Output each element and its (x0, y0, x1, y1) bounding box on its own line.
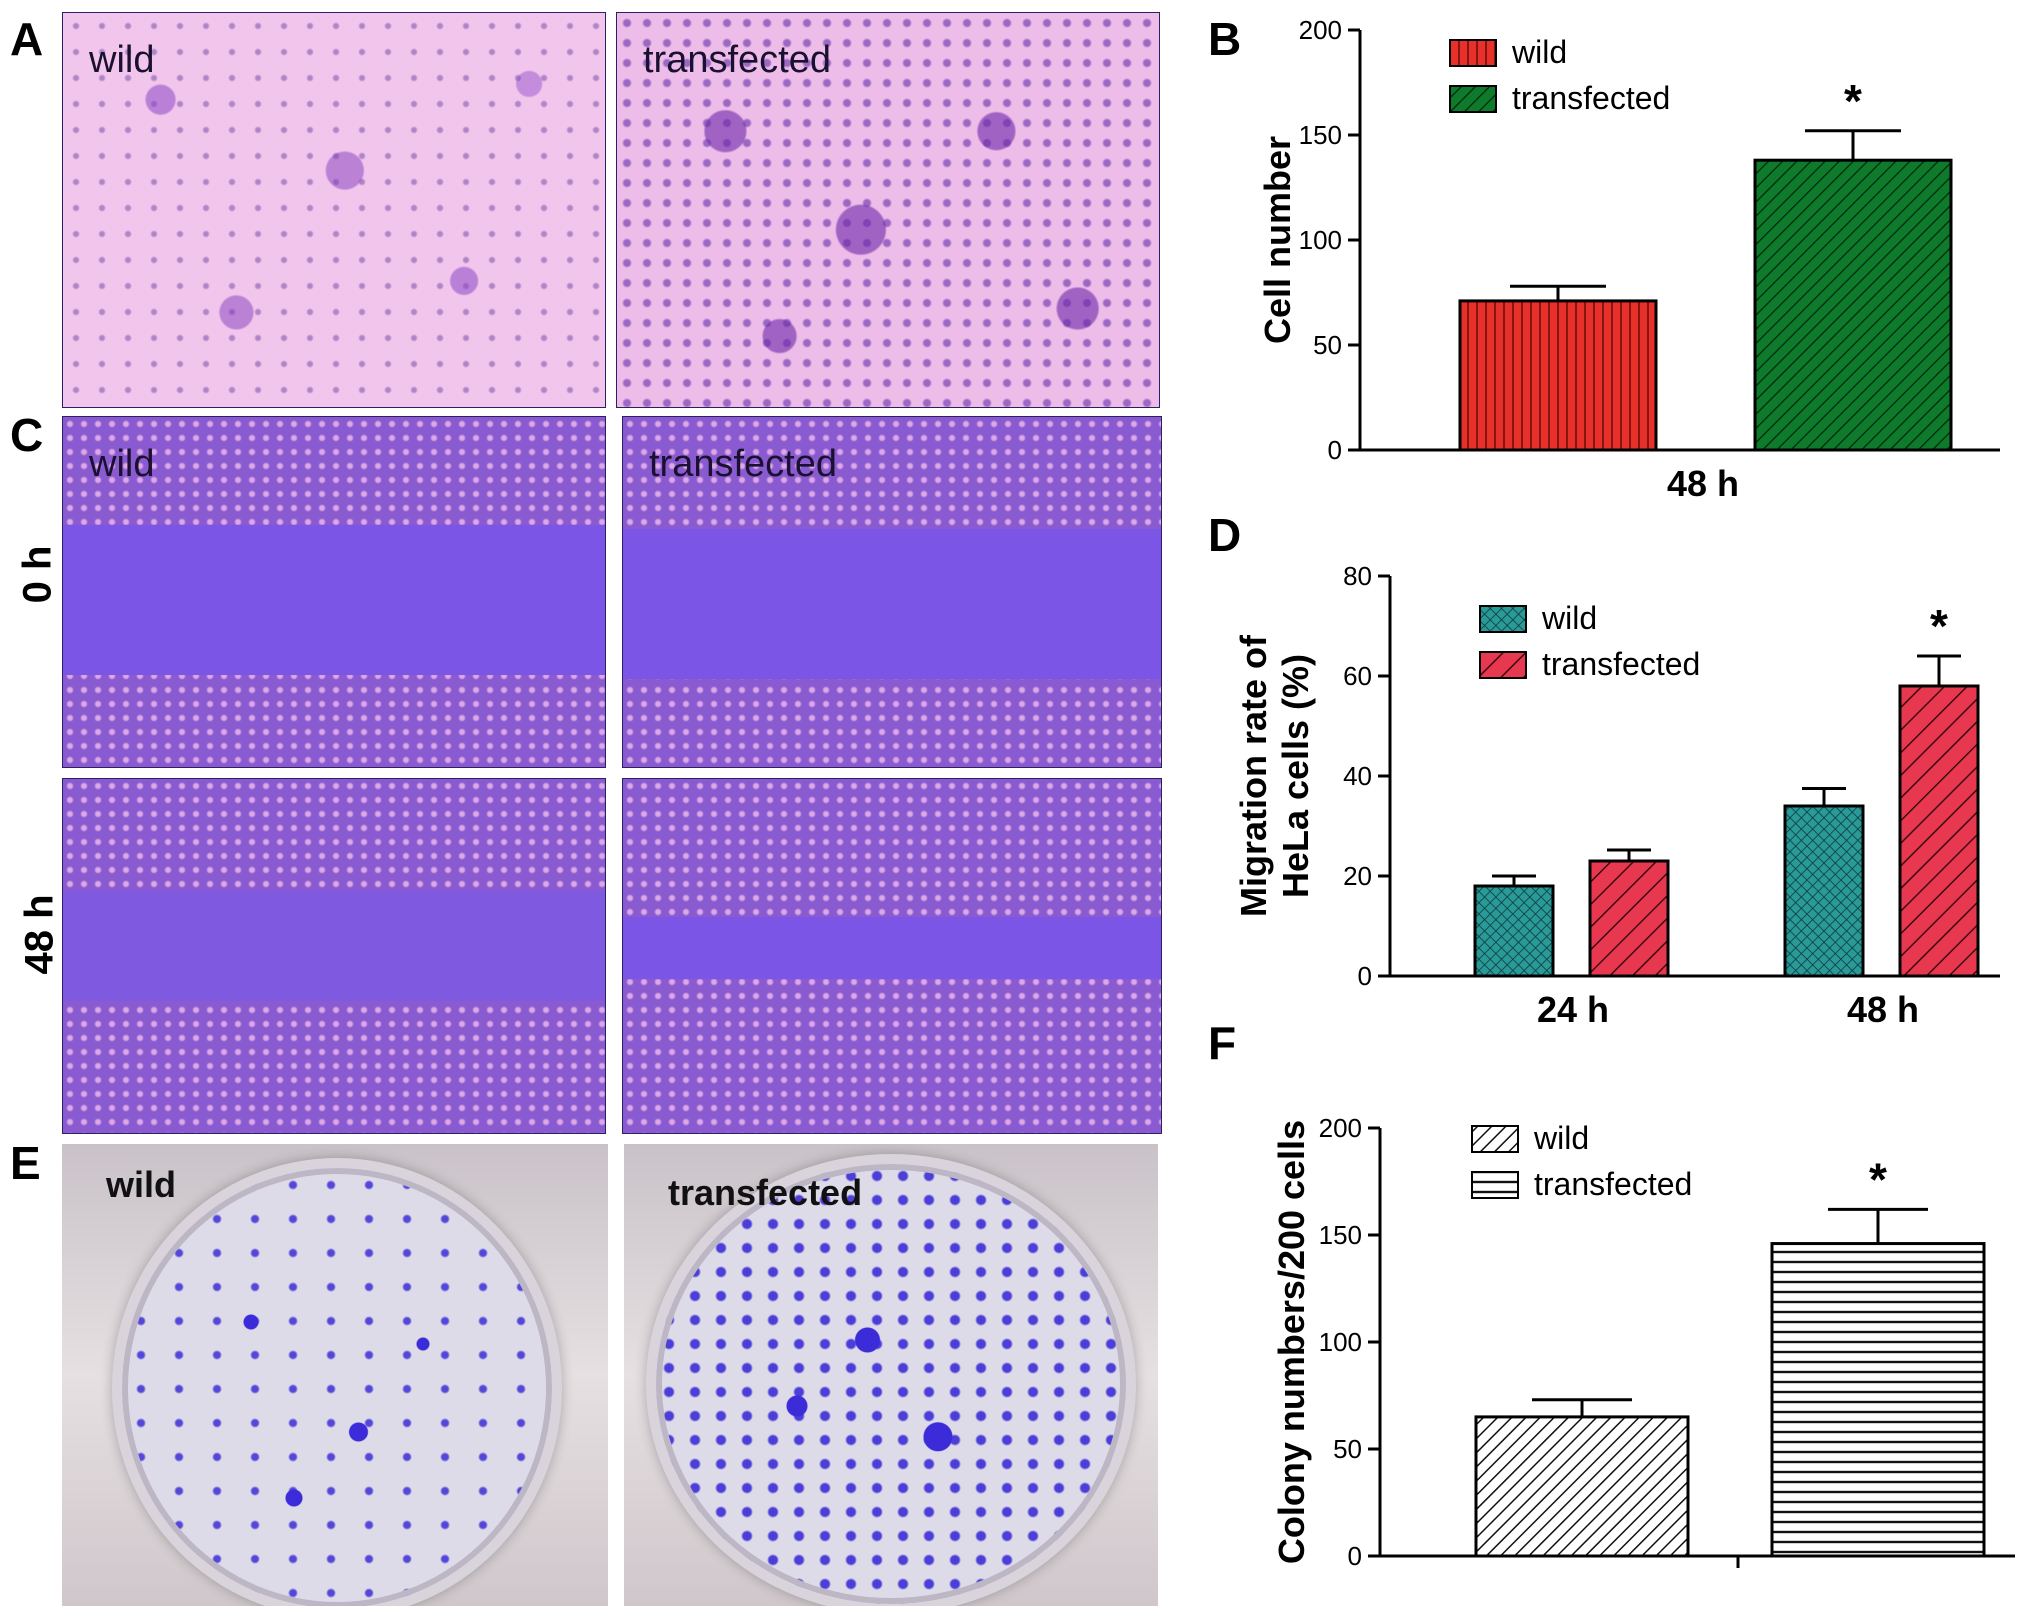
panel-letter-f: F (1208, 1017, 1237, 1069)
category-label: 48 h (1847, 989, 1919, 1030)
y-tick-label: 0 (1348, 1541, 1362, 1571)
y-tick-label: 0 (1358, 961, 1372, 991)
wound-photo-transfected-0h: transfected (622, 416, 1162, 768)
y-tick-label: 100 (1319, 1327, 1362, 1357)
panel-letter-d: D (1208, 509, 1242, 561)
significance-mark: * (1869, 1153, 1887, 1205)
wound-photo-transfected-48h (622, 778, 1162, 1134)
y-tick-label: 20 (1343, 861, 1372, 891)
legend-label: transfected (1534, 1166, 1692, 1202)
panel-letter-a: A (10, 13, 44, 65)
plate-label: wild (106, 1164, 176, 1205)
photo-label: transfected (649, 443, 837, 485)
significance-mark: * (1844, 75, 1862, 127)
y-tick-label: 150 (1319, 1220, 1362, 1250)
y-tick-label: 50 (1333, 1434, 1362, 1464)
bar (1474, 1415, 1690, 1558)
row-label-0h: 0 h (15, 545, 60, 604)
legend-swatch (1449, 85, 1497, 113)
wound-gap (63, 891, 605, 1001)
category-label: 48 h (1667, 463, 1739, 504)
wound-gap (63, 525, 605, 675)
significance-mark: * (1930, 600, 1948, 652)
legend-label: transfected (1542, 646, 1700, 682)
wound-gap (623, 529, 1161, 679)
photo-label: wild (89, 39, 155, 81)
y-tick-label: 0 (1328, 435, 1342, 465)
legend-label: wild (1511, 34, 1567, 70)
y-tick-label: 200 (1299, 15, 1342, 45)
invasion-photo-transfected: transfected (616, 12, 1160, 408)
y-tick-label: 60 (1343, 661, 1372, 691)
panel-letter-b: B (1208, 13, 1242, 65)
y-tick-label: 80 (1343, 561, 1372, 591)
y-axis-label: Cell number (1257, 136, 1298, 344)
colony-plate-wild: wild (62, 1144, 608, 1606)
bar (1770, 1242, 1986, 1558)
wound-photo-wild-48h (62, 778, 606, 1134)
category-label: 24 h (1537, 989, 1609, 1030)
chart-b: 0 50 100 150 200 Cell number * 48 h wild transfec… (1257, 15, 2000, 504)
chart-d: 0 20 40 60 80 Migration rate of HeLa cells (%)… (1233, 561, 2000, 1030)
bar (1588, 859, 1670, 978)
y-tick-label: 50 (1313, 330, 1342, 360)
legend-label: wild (1533, 1120, 1589, 1156)
colony-plate-transfected: transfected (624, 1144, 1158, 1606)
row-label-48h: 48 h (17, 894, 62, 975)
y-axis-label: Migration rate of (1233, 634, 1274, 917)
wound-gap (623, 917, 1161, 979)
culture-dish (112, 1158, 562, 1606)
legend-swatch (1479, 605, 1527, 633)
legend-swatch (1471, 1171, 1519, 1199)
legend-swatch (1449, 39, 1497, 67)
photo-label: wild (89, 443, 155, 485)
bar (1458, 299, 1658, 452)
invasion-photo-wild: wild (62, 12, 606, 408)
y-axis-label: Colony numbers/200 cells (1271, 1120, 1312, 1564)
legend-label: wild (1541, 600, 1597, 636)
wound-photo-wild-0h: wild (62, 416, 606, 768)
bar (1473, 884, 1555, 978)
legend-label: transfected (1512, 80, 1670, 116)
legend-swatch (1471, 1125, 1519, 1153)
y-tick-label: 100 (1299, 225, 1342, 255)
panel-letter-c: C (10, 409, 44, 461)
y-tick-label: 150 (1299, 120, 1342, 150)
plate-label: transfected (668, 1172, 863, 1213)
panel-letter-e: E (10, 1137, 41, 1189)
photo-label: transfected (643, 39, 831, 81)
bar (1753, 158, 1953, 452)
culture-dish (646, 1154, 1136, 1606)
bar (1898, 684, 1980, 978)
y-tick-label: 40 (1343, 761, 1372, 791)
y-tick-label: 200 (1319, 1113, 1362, 1143)
y-axis-label: HeLa cells (%) (1275, 654, 1316, 898)
bar (1783, 804, 1865, 978)
legend-swatch (1479, 651, 1527, 679)
